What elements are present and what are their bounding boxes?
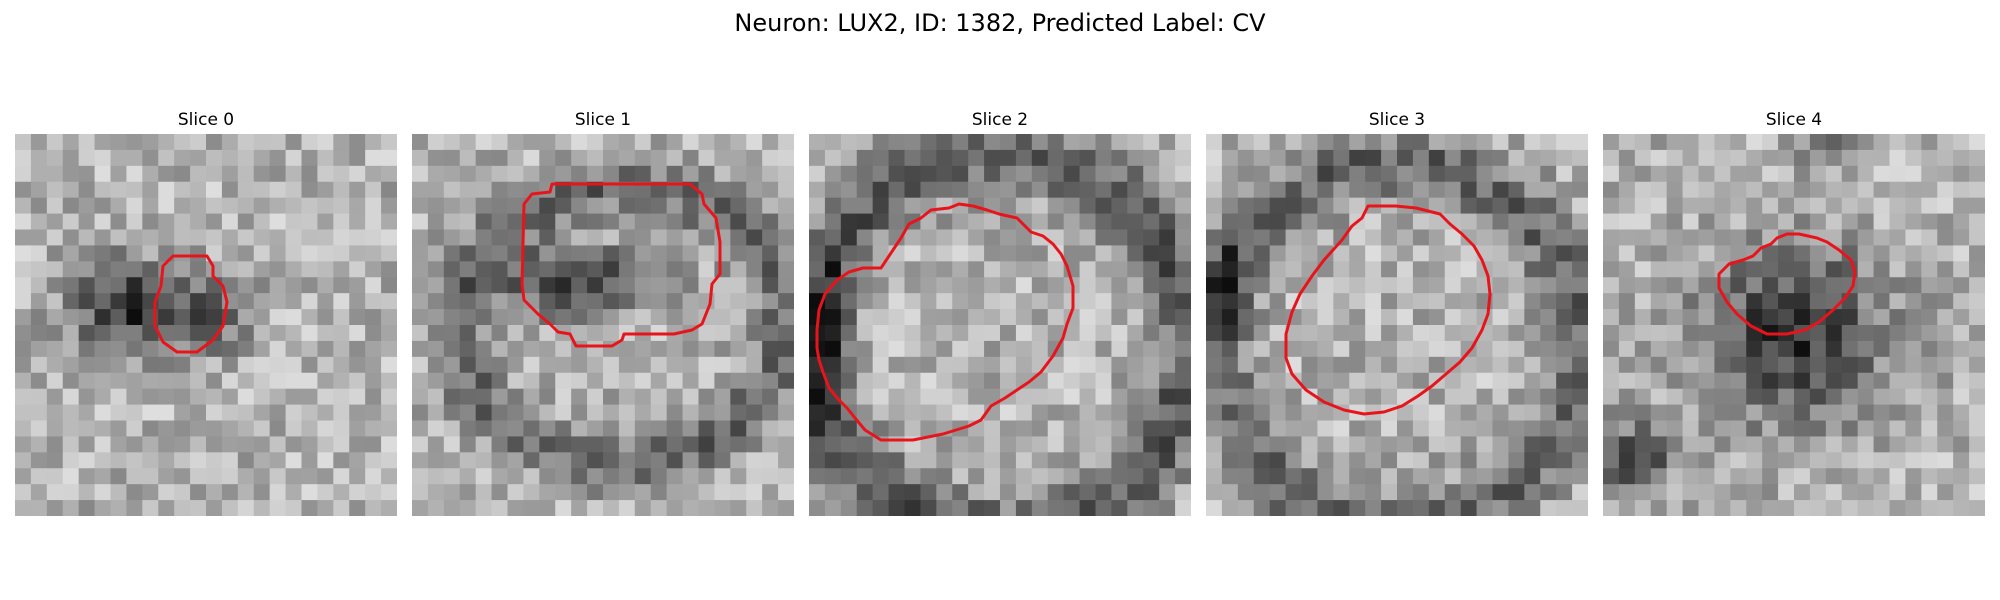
slice-panel-3: Slice 3 (1206, 108, 1588, 516)
grayscale-pixels (809, 134, 1191, 516)
segmentation-contour (1284, 204, 1492, 416)
grayscale-pixels (1603, 134, 1985, 516)
em-slice-image (15, 134, 397, 516)
panel-title: Slice 2 (971, 110, 1029, 130)
segmentation-contour (815, 202, 1075, 442)
segmentation-contour (153, 254, 229, 354)
slice-panel-4: Slice 4 (1603, 108, 1985, 516)
em-slice-image (1603, 134, 1985, 516)
panel-title: Slice 3 (1368, 110, 1426, 130)
figure-title: Neuron: LUX2, ID: 1382, Predicted Label:… (734, 9, 1266, 37)
em-slice-image (1206, 134, 1588, 516)
slice-panel-2: Slice 2 (809, 108, 1191, 516)
grayscale-pixels (15, 134, 397, 516)
segmentation-contour (1717, 232, 1857, 336)
panel-title: Slice 1 (574, 110, 632, 130)
em-slice-image (809, 134, 1191, 516)
slice-panel-1: Slice 1 (412, 108, 794, 516)
grayscale-pixels (1206, 134, 1588, 516)
segmentation-contour (520, 182, 722, 348)
panel-title: Slice 0 (177, 110, 235, 130)
slice-panel-0: Slice 0 (15, 108, 397, 516)
grayscale-pixels (412, 134, 794, 516)
panel-title: Slice 4 (1765, 110, 1823, 130)
em-slice-image (412, 134, 794, 516)
